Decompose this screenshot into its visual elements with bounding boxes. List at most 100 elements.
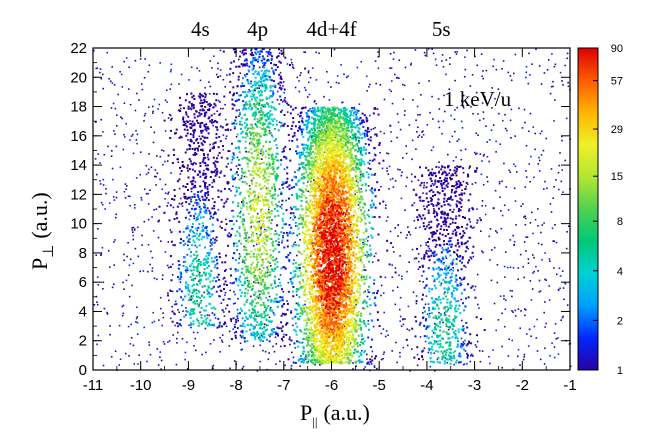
count-pixel [287, 104, 290, 106]
count-pixel [182, 230, 185, 233]
count-pixel [444, 276, 447, 279]
count-pixel [234, 302, 236, 304]
count-pixel [500, 210, 502, 212]
count-pixel [268, 50, 271, 53]
count-pixel [501, 180, 503, 183]
count-pixel [251, 182, 254, 185]
count-pixel [260, 320, 263, 323]
count-pixel [184, 122, 187, 125]
count-pixel [218, 152, 221, 154]
count-pixel [264, 229, 267, 232]
count-pixel [506, 129, 508, 132]
count-pixel [343, 325, 346, 328]
count-pixel [192, 231, 195, 234]
count-pixel [257, 140, 260, 143]
count-pixel [243, 337, 246, 340]
count-pixel [555, 338, 558, 340]
count-pixel [252, 135, 255, 138]
count-pixel [333, 229, 336, 232]
count-pixel [289, 64, 291, 66]
count-pixel [114, 350, 117, 352]
count-pixel [253, 195, 256, 198]
count-pixel [416, 131, 418, 133]
count-pixel [480, 173, 483, 176]
count-pixel [211, 324, 214, 326]
count-pixel [466, 183, 469, 185]
count-pixel [123, 133, 125, 136]
count-pixel [257, 58, 260, 61]
count-pixel [552, 85, 554, 88]
count-pixel [189, 107, 192, 110]
count-pixel [554, 63, 557, 66]
count-pixel [447, 328, 450, 331]
count-pixel [276, 305, 279, 308]
count-pixel [221, 309, 224, 312]
count-pixel [128, 66, 130, 68]
count-pixel [314, 210, 317, 213]
count-pixel [418, 280, 421, 282]
count-pixel [379, 84, 382, 86]
count-pixel [206, 314, 209, 316]
count-pixel [525, 71, 528, 74]
count-pixel [438, 170, 440, 173]
count-pixel [186, 129, 189, 132]
count-pixel [244, 48, 247, 51]
count-pixel [490, 279, 493, 282]
count-pixel [244, 91, 247, 94]
count-pixel [267, 152, 269, 155]
count-pixel [359, 258, 362, 261]
count-pixel [198, 233, 201, 236]
count-pixel [189, 264, 192, 267]
count-pixel [249, 148, 252, 151]
count-pixel [438, 108, 441, 110]
count-pixel [135, 317, 138, 320]
count-pixel [244, 74, 246, 76]
count-pixel [481, 75, 483, 77]
count-pixel [445, 225, 448, 227]
count-pixel [335, 353, 338, 355]
count-pixel [262, 72, 265, 75]
count-pixel [275, 175, 278, 178]
count-pixel [105, 188, 107, 190]
count-pixel [280, 231, 283, 234]
count-pixel [248, 184, 251, 187]
count-pixel [261, 154, 264, 157]
count-pixel [364, 366, 366, 368]
count-pixel [274, 197, 277, 200]
count-pixel [362, 238, 365, 241]
count-pixel [356, 219, 358, 222]
count-pixel [227, 150, 230, 152]
count-pixel [170, 279, 173, 282]
count-pixel [263, 61, 266, 64]
count-pixel [354, 299, 357, 301]
count-pixel [325, 130, 327, 133]
count-pixel [280, 87, 283, 90]
count-pixel [250, 132, 253, 135]
count-pixel [268, 211, 271, 214]
count-pixel [175, 303, 178, 306]
count-pixel [102, 73, 104, 76]
count-pixel [188, 248, 191, 251]
count-pixel [212, 364, 215, 367]
count-pixel [316, 215, 319, 218]
count-pixel [188, 324, 190, 327]
count-pixel [263, 292, 265, 295]
count-pixel [321, 136, 324, 139]
count-pixel [382, 292, 385, 294]
count-pixel [111, 286, 114, 289]
count-pixel [203, 92, 206, 95]
count-pixel [262, 174, 265, 177]
count-pixel [282, 291, 285, 293]
count-pixel [550, 211, 553, 213]
count-pixel [260, 232, 263, 235]
count-pixel [401, 171, 403, 173]
count-pixel [258, 119, 261, 122]
count-pixel [315, 79, 318, 81]
count-pixel [237, 284, 240, 287]
count-pixel [253, 118, 256, 121]
count-pixel [244, 171, 247, 174]
count-pixel [298, 167, 301, 170]
count-pixel [231, 176, 234, 178]
count-pixel [293, 243, 295, 245]
count-pixel [356, 66, 359, 69]
